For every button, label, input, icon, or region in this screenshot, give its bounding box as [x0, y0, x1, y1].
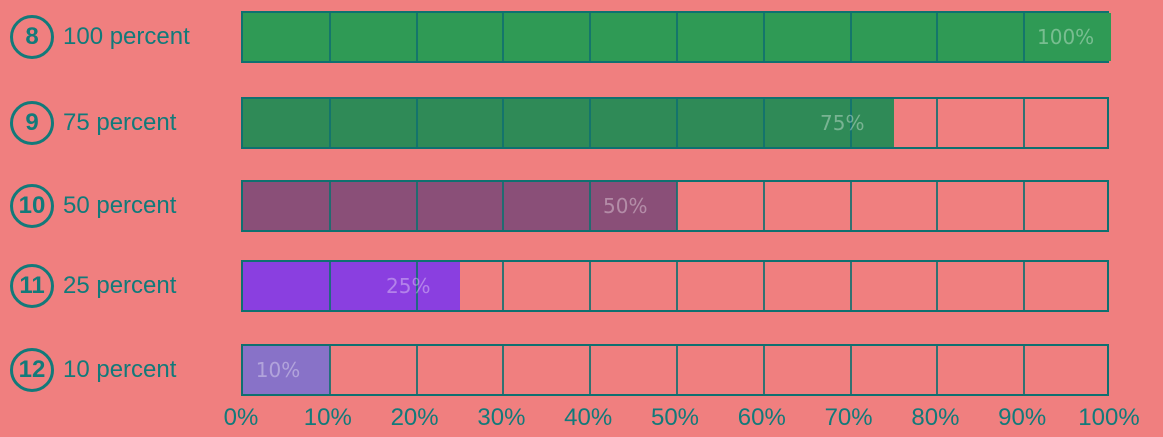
x-tick-label: 40%: [564, 404, 613, 431]
grid-divider: [676, 99, 678, 147]
grid-divider: [589, 99, 592, 147]
row-number-badge: 10: [10, 184, 54, 228]
x-tick-label: 100%: [1078, 404, 1140, 431]
bar-row: 11 25 percent 25%: [0, 260, 1163, 330]
grid-divider: [676, 262, 678, 310]
x-tick-label: 0%: [223, 404, 259, 431]
grid-divider: [849, 346, 852, 394]
grid-divider: [676, 182, 678, 230]
x-tick-label: 70%: [824, 404, 873, 431]
grid-divider: [936, 99, 939, 147]
x-tick-label: 10%: [303, 404, 352, 431]
bar-track: 100%: [241, 11, 1111, 63]
bar-fill: [243, 262, 460, 310]
bar-value-label: 100%: [1037, 25, 1095, 49]
bar-track: 10%: [241, 344, 1109, 396]
grid-divider: [849, 13, 852, 61]
bar-track: 25%: [241, 260, 1109, 312]
bar-value-label: 10%: [255, 358, 301, 382]
grid-divider: [1023, 346, 1026, 394]
row-number-badge: 12: [10, 348, 54, 392]
grid-divider: [1023, 182, 1026, 230]
grid-divider: [502, 182, 505, 230]
category-label: 50 percent: [63, 192, 177, 219]
grid-divider: [762, 346, 765, 394]
bar-row: 12 10 percent 10%: [0, 344, 1163, 414]
bar-value-label: 25%: [386, 274, 431, 298]
grid-divider: [676, 13, 678, 61]
grid-divider: [502, 99, 505, 147]
bar-fill: [243, 346, 330, 394]
x-tick-label: 80%: [911, 404, 960, 431]
grid-divider: [589, 346, 592, 394]
grid-divider: [502, 346, 505, 394]
grid-divider: [1023, 13, 1026, 61]
grid-divider: [415, 262, 418, 310]
x-tick-label: 90%: [998, 404, 1047, 431]
grid-divider: [849, 99, 852, 147]
grid-divider: [415, 346, 418, 394]
grid-divider: [676, 346, 678, 394]
bar-row: 10 50 percent 50%: [0, 180, 1163, 250]
grid-divider: [936, 13, 939, 61]
row-number-badge: 11: [10, 264, 54, 308]
x-tick-label: 60%: [737, 404, 786, 431]
bar-row: 8 100 percent 100%: [0, 11, 1163, 81]
category-label: 100 percent: [63, 23, 190, 50]
grid-divider: [1023, 262, 1026, 310]
grid-divider: [849, 182, 852, 230]
grid-divider: [502, 13, 505, 61]
row-number-badge: 8: [10, 15, 54, 59]
grid-divider: [502, 262, 505, 310]
grid-divider: [762, 182, 765, 230]
bar-track: 50%: [241, 180, 1109, 232]
grid-divider: [415, 99, 418, 147]
grid-divider: [936, 346, 939, 394]
bar-value-label: 75%: [820, 111, 865, 135]
category-label: 25 percent: [63, 272, 177, 299]
category-label: 75 percent: [63, 109, 177, 136]
grid-divider: [328, 346, 331, 394]
x-tick-label: 50%: [650, 404, 700, 431]
category-label: 10 percent: [63, 356, 177, 383]
grid-divider: [849, 262, 852, 310]
grid-divider: [328, 182, 331, 230]
grid-divider: [589, 262, 592, 310]
x-tick-label: 20%: [390, 404, 439, 431]
bar-track: 75%: [241, 97, 1109, 149]
bar-row: 9 75 percent 75%: [0, 97, 1163, 167]
grid-divider: [762, 99, 765, 147]
grid-divider: [936, 262, 939, 310]
row-number-badge: 9: [10, 101, 54, 145]
grid-divider: [762, 13, 765, 61]
grid-divider: [589, 182, 592, 230]
grid-divider: [415, 13, 418, 61]
bar-value-label: 50%: [603, 194, 648, 218]
bar-fill: [243, 182, 677, 230]
grid-divider: [589, 13, 592, 61]
grid-divider: [762, 262, 765, 310]
x-tick-label: 30%: [477, 404, 526, 431]
grid-divider: [328, 13, 331, 61]
grid-divider: [328, 262, 331, 310]
grid-divider: [415, 182, 418, 230]
grid-divider: [936, 182, 939, 230]
bar-fill: [243, 99, 894, 147]
grid-divider: [1023, 99, 1026, 147]
grid-divider: [328, 99, 331, 147]
